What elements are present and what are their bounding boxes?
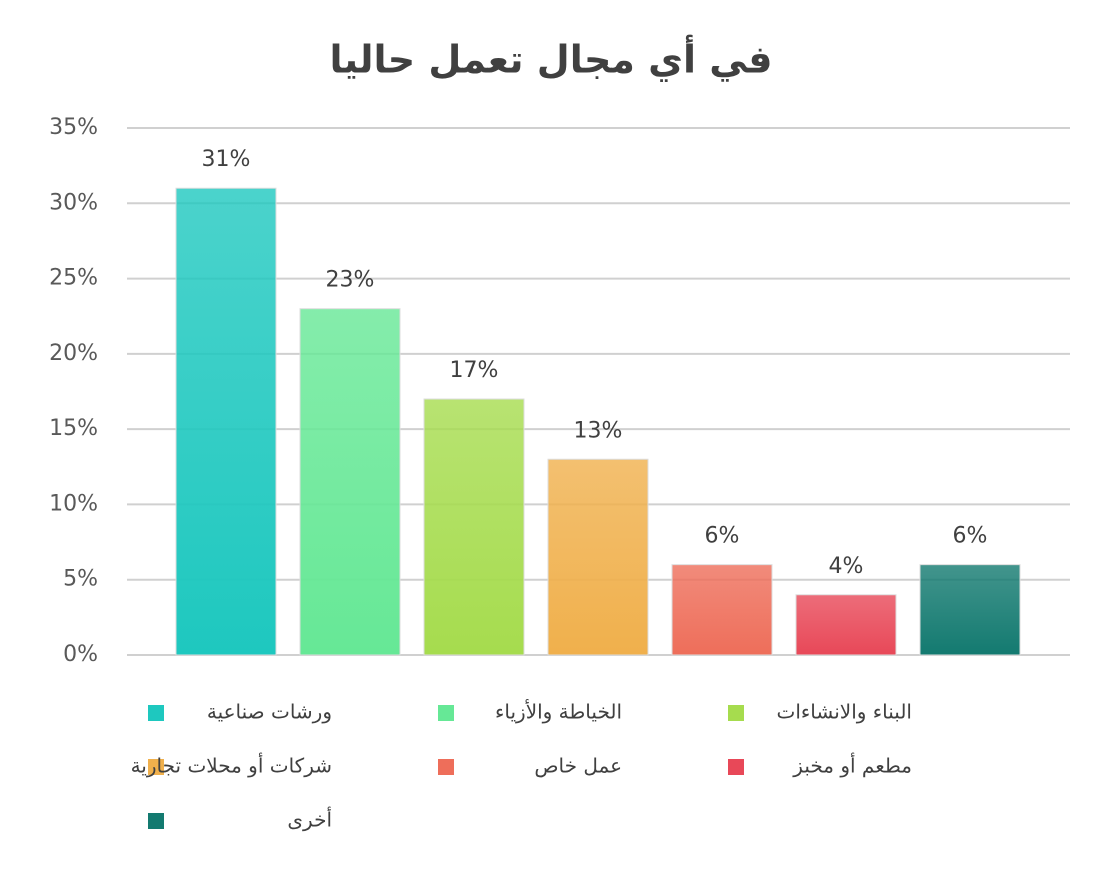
legend-swatch <box>728 759 744 775</box>
bar <box>299 308 401 656</box>
data-label: 23% <box>326 268 375 293</box>
y-tick-label: 0% <box>63 642 98 667</box>
y-tick-label: 35% <box>49 115 98 140</box>
legend-label: أخرى <box>287 807 332 832</box>
legend-label: مطعم أو مخبز <box>792 753 912 778</box>
legend-swatch <box>148 759 164 775</box>
bar <box>795 594 897 656</box>
data-label: 4% <box>829 554 864 579</box>
legend-label: عمل خاص <box>534 754 622 778</box>
chart-title: في أي مجال تعمل حاليا <box>329 35 772 82</box>
legend-swatch <box>148 705 164 721</box>
legend-swatch <box>148 813 164 829</box>
y-tick-label: 25% <box>49 266 98 291</box>
y-tick-label: 20% <box>49 341 98 366</box>
legend-swatch <box>438 705 454 721</box>
y-tick-label: 10% <box>49 491 98 516</box>
bar <box>423 398 525 656</box>
data-label: 6% <box>705 524 740 549</box>
bar <box>671 564 773 656</box>
bar <box>547 458 649 656</box>
y-tick-label: 15% <box>49 416 98 441</box>
y-tick-label: 5% <box>63 567 98 592</box>
legend-swatch <box>438 759 454 775</box>
legend-label: شركات أو محلات تجارية <box>131 753 332 778</box>
legend-swatch <box>728 705 744 721</box>
y-tick-label: 30% <box>49 190 98 215</box>
legend-label: البناء والانشاءات <box>777 700 913 724</box>
bar <box>175 187 277 656</box>
data-label: 13% <box>574 418 623 443</box>
legend-label: الخياطة والأزياء <box>495 700 622 724</box>
data-label: 31% <box>202 147 251 172</box>
data-label: 17% <box>450 358 499 383</box>
bar <box>919 564 1021 656</box>
legend-label: ورشات صناعية <box>207 700 332 724</box>
data-label: 6% <box>953 524 988 549</box>
